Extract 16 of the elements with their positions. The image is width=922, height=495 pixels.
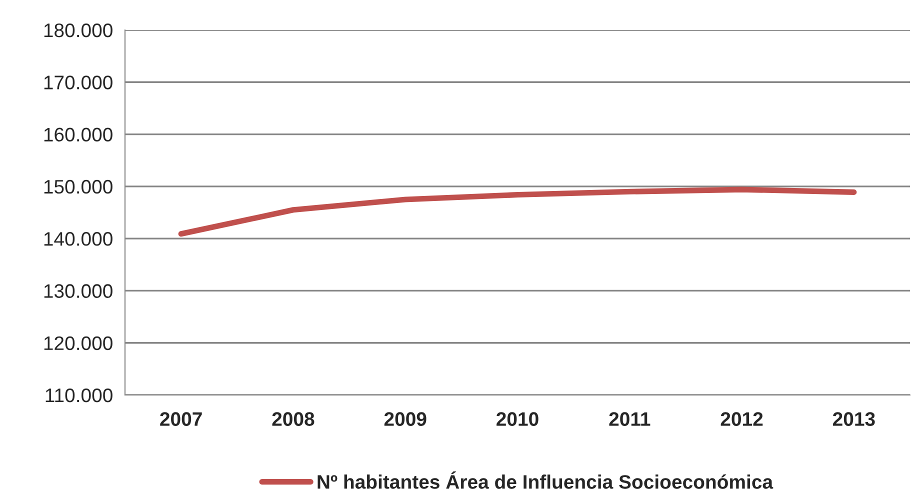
y-tick-label: 140.000	[44, 232, 112, 246]
y-tick-label: 110.000	[46, 388, 112, 402]
x-tick-label: 2011	[609, 412, 650, 426]
y-tick-label: 160.000	[44, 128, 112, 142]
x-tick-label: 2010	[496, 412, 538, 426]
y-tick-label: 180.000	[44, 23, 112, 38]
y-tick-label: 150.000	[44, 180, 112, 194]
x-tick-label: 2013	[832, 412, 875, 426]
y-tick-label: 130.000	[44, 284, 112, 298]
legend-label: Nº habitantes Área de Influencia Socioeconómica	[318, 471, 774, 489]
y-tick-label: 170.000	[44, 76, 112, 90]
x-tick-label: 2012	[720, 412, 763, 426]
x-tick-label: 2008	[272, 412, 314, 426]
x-tick-label: 2009	[384, 412, 426, 426]
x-tick-label: 2007	[160, 412, 202, 426]
y-tick-label: 120.000	[44, 336, 112, 350]
